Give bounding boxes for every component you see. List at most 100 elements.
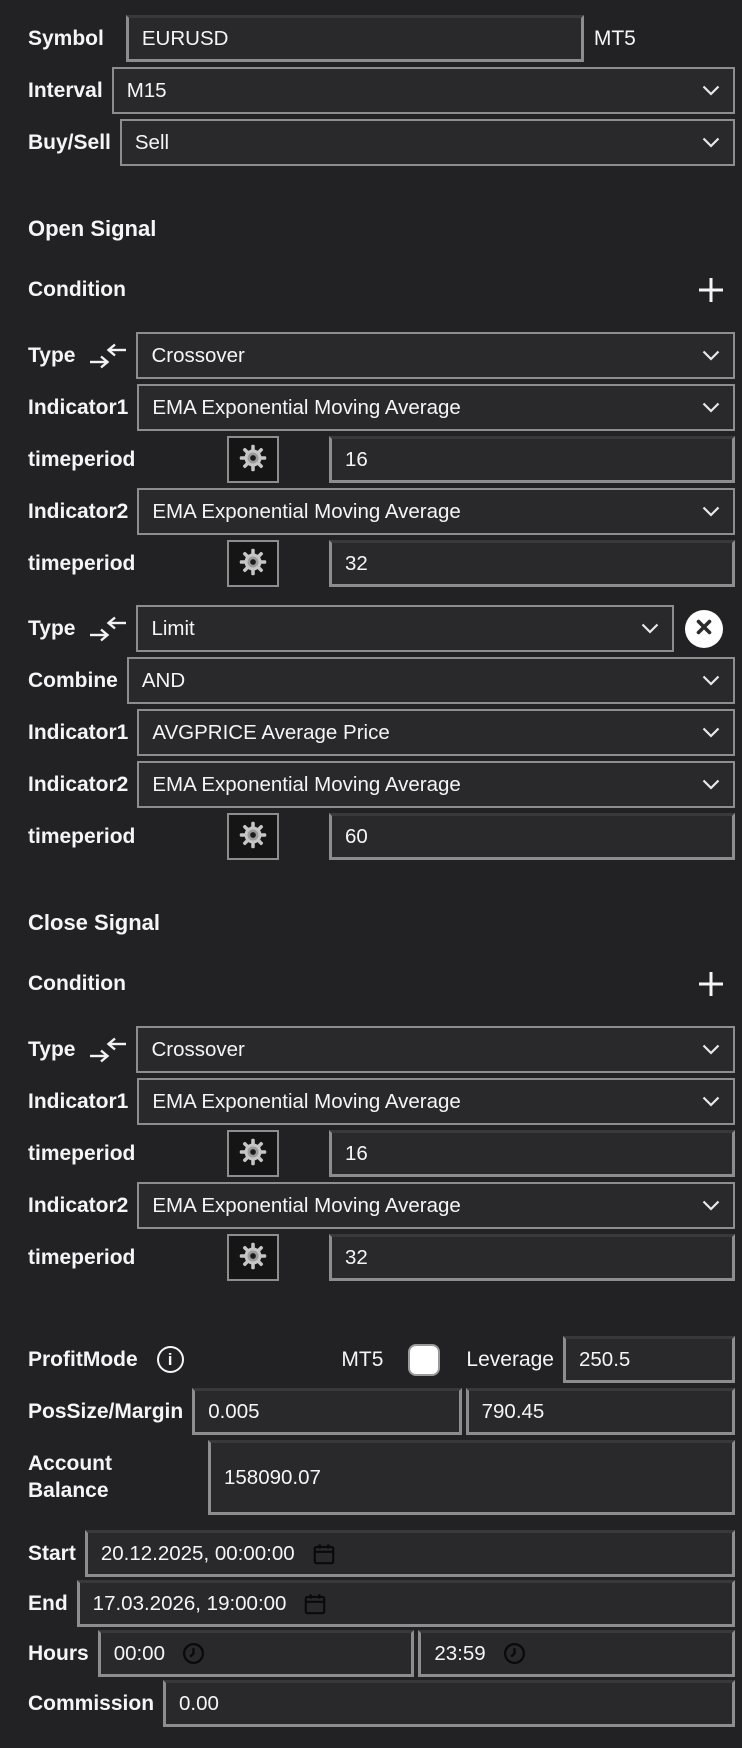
timeperiod-label: timeperiod bbox=[28, 551, 136, 575]
symbol-input[interactable] bbox=[125, 15, 584, 62]
leverage-input[interactable] bbox=[563, 1336, 735, 1383]
open-c1-indicator1-row: Indicator1 EMA Exponential Moving Averag… bbox=[28, 384, 735, 431]
close-c1-indicator2-select[interactable]: EMA Exponential Moving Average bbox=[137, 1182, 735, 1229]
leverage-label: Leverage bbox=[466, 1347, 554, 1371]
timeperiod-settings-gear-button[interactable] bbox=[227, 540, 279, 587]
commission-input[interactable] bbox=[163, 1680, 735, 1727]
timeperiod-input[interactable] bbox=[329, 540, 735, 587]
account-balance-input[interactable] bbox=[208, 1440, 735, 1515]
indicator2-label: Indicator2 bbox=[28, 499, 129, 523]
timeperiod-input[interactable] bbox=[329, 813, 735, 860]
open-c1-type-select[interactable]: Crossover bbox=[136, 332, 735, 379]
calendar-icon[interactable] bbox=[302, 1591, 328, 1617]
possize-margin-row: PosSize/Margin bbox=[28, 1388, 736, 1435]
combine-value: AND bbox=[141, 668, 186, 692]
hours-from-input[interactable]: 00:00 bbox=[97, 1630, 415, 1677]
clock-icon[interactable] bbox=[181, 1641, 206, 1666]
open-c1-indicator2-row: Indicator2 EMA Exponential Moving Averag… bbox=[28, 488, 735, 535]
hours-row: Hours 00:00 23:59 bbox=[28, 1630, 735, 1677]
profitmode-label: ProfitMode bbox=[28, 1347, 138, 1371]
open-c2-timeperiod2-row: timeperiod bbox=[28, 813, 735, 860]
calendar-icon[interactable] bbox=[311, 1541, 337, 1567]
open-c2-indicator1-select[interactable]: AVGPRICE Average Price bbox=[137, 709, 735, 756]
chevron-down-icon bbox=[633, 623, 659, 634]
indicator2-label: Indicator2 bbox=[28, 772, 129, 796]
open-c1-timeperiod2-row: timeperiod bbox=[28, 540, 735, 587]
chevron-down-icon bbox=[694, 1044, 720, 1055]
profitmode-row: ProfitMode i MT5 Leverage bbox=[28, 1336, 735, 1383]
buysell-select[interactable]: Sell bbox=[119, 119, 735, 166]
info-glyph: i bbox=[167, 1349, 173, 1369]
interval-value: M15 bbox=[126, 78, 167, 102]
close-c1-indicator1-select[interactable]: EMA Exponential Moving Average bbox=[137, 1078, 735, 1125]
close-c1-type-select[interactable]: Crossover bbox=[136, 1026, 735, 1073]
timeperiod-settings-gear-button[interactable] bbox=[227, 813, 279, 860]
hours-to-input[interactable]: 23:59 bbox=[418, 1630, 735, 1677]
symbol-row: Symbol MT5 bbox=[28, 15, 735, 62]
open-c1-indicator1-select[interactable]: EMA Exponential Moving Average bbox=[137, 384, 735, 431]
mt5-checkbox[interactable] bbox=[408, 1343, 441, 1376]
type-value: Crossover bbox=[151, 1037, 245, 1061]
close-c1-timeperiod2-row: timeperiod bbox=[28, 1234, 735, 1281]
timeperiod-label: timeperiod bbox=[28, 447, 136, 471]
type-label: Type bbox=[28, 616, 76, 640]
chevron-down-icon bbox=[694, 779, 720, 790]
start-label: Start bbox=[28, 1541, 76, 1565]
remove-condition-button[interactable] bbox=[685, 609, 723, 648]
end-datetime-value: 17.03.2026, 19:00:00 bbox=[92, 1591, 287, 1615]
hours-to-value: 23:59 bbox=[434, 1641, 486, 1665]
interval-select[interactable]: M15 bbox=[111, 67, 735, 114]
type-label: Type bbox=[28, 343, 76, 367]
timeperiod-input[interactable] bbox=[329, 1130, 735, 1177]
timeperiod-settings-gear-button[interactable] bbox=[227, 1130, 279, 1177]
account-balance-row: Account Balance bbox=[28, 1440, 735, 1515]
open-c2-indicator2-row: Indicator2 EMA Exponential Moving Averag… bbox=[28, 761, 735, 808]
end-datetime-input[interactable]: 17.03.2026, 19:00:00 bbox=[76, 1580, 735, 1627]
add-condition-button[interactable] bbox=[693, 968, 729, 1000]
open-c2-indicator2-select[interactable]: EMA Exponential Moving Average bbox=[137, 761, 735, 808]
timeperiod-input[interactable] bbox=[329, 1234, 735, 1281]
timeperiod-settings-gear-button[interactable] bbox=[227, 436, 279, 483]
buysell-row: Buy/Sell Sell bbox=[28, 119, 735, 166]
open-condition-row: Condition bbox=[28, 272, 735, 308]
commission-row: Commission bbox=[28, 1680, 735, 1727]
open-c1-indicator2-select[interactable]: EMA Exponential Moving Average bbox=[137, 488, 735, 535]
open-c2-type-select[interactable]: Limit bbox=[136, 605, 674, 652]
open-c2-indicator1-row: Indicator1 AVGPRICE Average Price bbox=[28, 709, 735, 756]
chevron-down-icon bbox=[694, 675, 720, 686]
type-value: Limit bbox=[151, 616, 195, 640]
chevron-down-icon bbox=[694, 350, 720, 361]
buysell-value: Sell bbox=[134, 130, 170, 154]
clock-icon[interactable] bbox=[502, 1641, 527, 1666]
gear-icon bbox=[238, 820, 268, 853]
gear-icon bbox=[238, 547, 268, 580]
margin-input[interactable] bbox=[465, 1388, 736, 1435]
close-signal-title: Close Signal bbox=[28, 910, 161, 935]
hours-from-value: 00:00 bbox=[113, 1641, 165, 1665]
close-c1-indicator2-row: Indicator2 EMA Exponential Moving Averag… bbox=[28, 1182, 735, 1229]
start-datetime-input[interactable]: 20.12.2025, 00:00:00 bbox=[84, 1530, 735, 1577]
account-balance-label: Account Balance bbox=[28, 1452, 112, 1502]
type-label: Type bbox=[28, 1037, 76, 1061]
open-c1-type-row: Type Crossover bbox=[28, 332, 735, 379]
timeperiod-settings-gear-button[interactable] bbox=[227, 1234, 279, 1281]
chevron-down-icon bbox=[694, 506, 720, 517]
crossover-arrows-icon bbox=[86, 614, 130, 644]
open-signal-title: Open Signal bbox=[28, 216, 157, 241]
start-datetime-value: 20.12.2025, 00:00:00 bbox=[100, 1541, 295, 1565]
possize-input[interactable] bbox=[192, 1388, 462, 1435]
open-c2-combine-select[interactable]: AND bbox=[126, 657, 735, 704]
open-c1-timeperiod1-row: timeperiod bbox=[28, 436, 735, 483]
close-c1-indicator1-row: Indicator1 EMA Exponential Moving Averag… bbox=[28, 1078, 735, 1125]
indicator1-label: Indicator1 bbox=[28, 395, 129, 419]
start-row: Start 20.12.2025, 00:00:00 bbox=[28, 1530, 735, 1577]
add-condition-button[interactable] bbox=[693, 274, 729, 306]
timeperiod-input[interactable] bbox=[329, 436, 735, 483]
info-icon[interactable]: i bbox=[156, 1346, 184, 1373]
indicator2-value: EMA Exponential Moving Average bbox=[152, 772, 461, 796]
interval-label: Interval bbox=[28, 78, 103, 102]
mt5-checkbox-label: MT5 bbox=[341, 1347, 384, 1371]
combine-label: Combine bbox=[28, 668, 118, 692]
gear-icon bbox=[238, 1241, 268, 1274]
